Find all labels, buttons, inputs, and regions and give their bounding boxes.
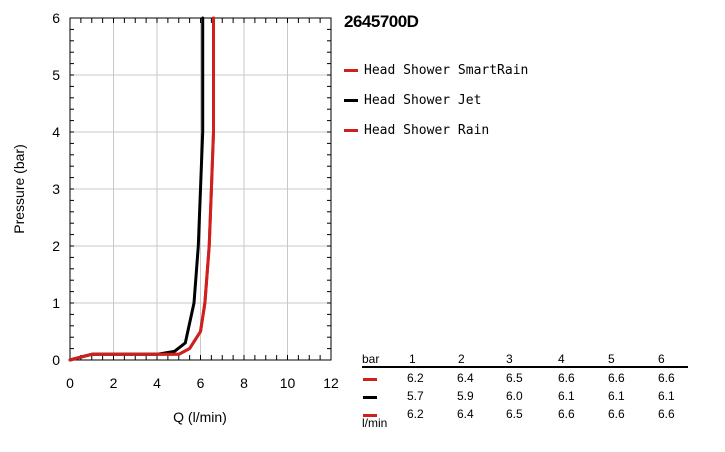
pressure-header-cell: 5 (608, 352, 615, 366)
x-tick-label: 6 (197, 375, 205, 391)
x-axis-title: Q (l/min) (173, 409, 227, 425)
y-axis-title: Pressure (bar) (11, 144, 27, 233)
flow-table-header: bar 1 2 3 4 5 6 (362, 351, 688, 368)
flow-value-cell: 6.6 (558, 371, 575, 385)
legend-swatch (344, 128, 358, 132)
flow-value-cell: 6.5 (506, 407, 523, 421)
model-title: 2645700D (344, 12, 419, 31)
legend-item: Head Shower Jet (344, 85, 528, 115)
flow-value-cell: 6.2 (407, 407, 424, 421)
x-tick-label: 12 (323, 375, 339, 391)
pressure-header-cell: 3 (506, 352, 513, 366)
x-tick-label: 4 (153, 375, 161, 391)
legend-swatch (344, 68, 358, 72)
flow-value-cell: 6.4 (457, 407, 474, 421)
flow-table-row: 6.2 6.4 6.5 6.6 6.6 6.6 (362, 407, 688, 425)
x-tick-label: 0 (66, 375, 74, 391)
flow-value-cell: 5.7 (407, 389, 424, 403)
x-tick-label: 8 (240, 375, 248, 391)
flow-value-cell: 6.6 (608, 407, 625, 421)
y-tick-label: 4 (52, 124, 60, 140)
flow-value-cell: 6.1 (558, 389, 575, 403)
flow-value-cell: 6.0 (506, 389, 523, 403)
legend-swatch (344, 98, 358, 102)
flow-value-cell: 6.5 (506, 371, 523, 385)
pressure-header-cell: 2 (458, 352, 465, 366)
flow-table-row: 6.2 6.4 6.5 6.6 6.6 6.6 (362, 371, 688, 389)
series-lines (68, 16, 215, 362)
chart-grid (70, 18, 331, 360)
flow-value-cell: 6.6 (608, 371, 625, 385)
y-tick-label: 3 (52, 181, 60, 197)
legend-item: Head Shower Rain (344, 115, 528, 145)
legend-label: Head Shower SmartRain (364, 62, 529, 78)
y-tick-label: 1 (52, 295, 60, 311)
flow-value-cell: 6.4 (457, 371, 474, 385)
flow-value-cell: 6.6 (558, 407, 575, 421)
y-tick-label: 0 (52, 352, 60, 368)
legend-label: Head Shower Rain (364, 122, 490, 138)
series-line (68, 16, 215, 362)
pressure-header-cell: 6 (658, 352, 665, 366)
y-tick-label: 2 (52, 238, 60, 254)
row-color-swatch (363, 396, 377, 399)
x-tick-label: 2 (110, 375, 118, 391)
y-tick-label: 6 (52, 10, 60, 26)
plot-frame (69, 17, 332, 361)
legend-item: Head Shower SmartRain (344, 55, 528, 85)
row-color-swatch (363, 378, 377, 381)
flow-value-cell: 6.6 (658, 407, 675, 421)
flow-value-cell: 6.2 (407, 371, 424, 385)
y-tick-label: 5 (52, 67, 60, 83)
legend-label: Head Shower Jet (364, 92, 482, 108)
flow-value-cell: 5.9 (457, 389, 474, 403)
legend: Head Shower SmartRain Head Shower Jet He… (344, 55, 528, 145)
flow-unit-label: l/min (362, 416, 388, 430)
flow-value-cell: 6.6 (658, 371, 675, 385)
pressure-unit-label: bar (362, 352, 380, 366)
x-tick-label: 10 (280, 375, 296, 391)
pressure-header-cell: 4 (558, 352, 565, 366)
flow-value-cell: 6.1 (608, 389, 625, 403)
row-color-swatch (363, 414, 377, 417)
flow-rate-table: bar 1 2 3 4 5 6 6.2 6.4 6.5 6.6 6.6 6.6 … (362, 351, 688, 425)
flow-value-cell: 6.1 (658, 389, 675, 403)
pressure-header-cell: 1 (409, 352, 416, 366)
flow-table-row: 5.7 5.9 6.0 6.1 6.1 6.1 (362, 389, 688, 407)
